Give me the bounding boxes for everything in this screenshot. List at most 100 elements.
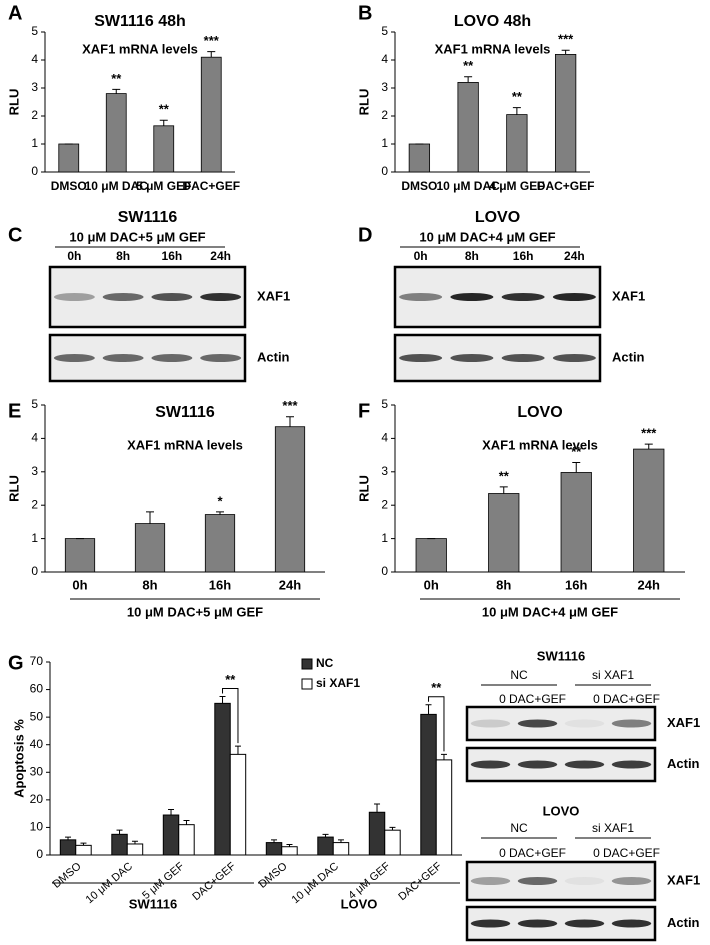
legend-label: NC [316,656,334,670]
y-axis-label: RLU [356,475,371,502]
chart-title: LOVO [517,404,562,421]
y-tick-label: 50 [30,709,44,723]
y-tick-label: 3 [381,464,388,478]
band [53,354,95,362]
group-label: NC [510,821,528,835]
y-tick-label: 0 [36,847,43,861]
y-tick-label: 1 [381,531,388,545]
band [470,760,511,769]
bar [420,713,437,856]
band [501,354,545,362]
band [102,293,144,301]
band [470,877,511,885]
bar [111,833,128,856]
chart-title: LOVO 48h [454,13,531,30]
band [200,354,242,362]
blot-title: SW1116 [118,209,178,226]
error-bar [464,76,473,83]
band [564,760,605,769]
band [450,354,494,362]
bar [58,143,80,173]
error-bar [219,695,226,704]
significance: ** [111,71,122,86]
lane-label: 8h [465,249,479,263]
group-label: si XAF1 [592,821,634,835]
y-tick-label: 2 [381,497,388,511]
lane-label: 24h [564,249,585,263]
y-tick-label: 0 [31,164,38,178]
y-tick-label: 5 [381,397,388,411]
lane-label: 8h [116,249,130,263]
band [501,293,545,301]
error-bar [572,461,581,473]
error-bar [183,820,190,825]
row-label: Actin [257,349,290,364]
lane-label: 0 [593,846,600,860]
x-tick-label: 24h [279,577,301,592]
error-bar [168,809,175,816]
y-tick-label: 2 [31,497,38,511]
x-tick-label: DMSO [401,179,437,193]
x-tick-label: 4 μM GEF [489,179,544,193]
legend-swatch [301,678,313,690]
x-tick-label: DAC+GEF [537,179,595,193]
group-label: NC [510,668,528,682]
lane-label: 16h [513,249,534,263]
x-tick-label: DAC+GEF [182,179,240,193]
error-bar [561,49,570,55]
band [564,877,605,885]
panel-label: G [8,652,24,674]
error-bar [159,119,168,126]
y-tick-label: 60 [30,682,44,696]
legend-swatch [301,658,313,670]
band [450,293,494,301]
blot-box [465,860,657,902]
bar [265,842,283,856]
error-bar [207,51,216,58]
y-tick-label: 3 [381,80,388,94]
chart-subtitle: XAF1 mRNA levels [482,437,598,452]
band [552,293,596,301]
y-tick-label: 5 [31,24,38,38]
lane-label: 0 [499,692,506,706]
bar [75,844,92,856]
error-bar [131,840,138,844]
lane-label: 16h [162,249,183,263]
chart-subtitle: XAF1 mRNA levels [127,437,243,452]
bar [178,824,195,856]
error-bar [112,88,121,94]
bar [384,829,401,856]
y-tick-label: 2 [31,108,38,122]
x-tick-label: 24h [638,577,660,592]
x-tick-label: DMSO [257,860,290,891]
significance: ** [499,468,510,483]
significance-bracket [222,687,239,744]
y-tick-label: 4 [31,431,38,445]
chart-title: SW1116 [155,404,215,421]
y-tick-label: 20 [30,792,44,806]
band [200,293,242,301]
bar [554,54,577,173]
significance: *** [558,32,574,47]
error-bar [322,833,329,838]
error-bar [65,836,72,840]
band [611,719,652,728]
significance-bracket [428,696,445,752]
error-bar [286,844,293,847]
band [517,760,558,769]
x-tick-label: DMSO [51,179,87,193]
significance: ** [512,89,523,104]
bar [200,56,222,173]
y-tick-label: 40 [30,737,44,751]
x-group-label: LOVO [341,896,378,911]
error-bar [389,826,396,831]
error-bar [271,839,278,843]
lane-label: DAC+GEF [509,846,566,860]
lane-label: 24h [210,249,231,263]
lane-label: 0h [67,249,81,263]
y-tick-label: 4 [381,431,388,445]
error-bar [512,107,521,115]
row-label: Actin [667,756,700,771]
bar [281,846,298,856]
x-tick-label: 16h [565,577,587,592]
